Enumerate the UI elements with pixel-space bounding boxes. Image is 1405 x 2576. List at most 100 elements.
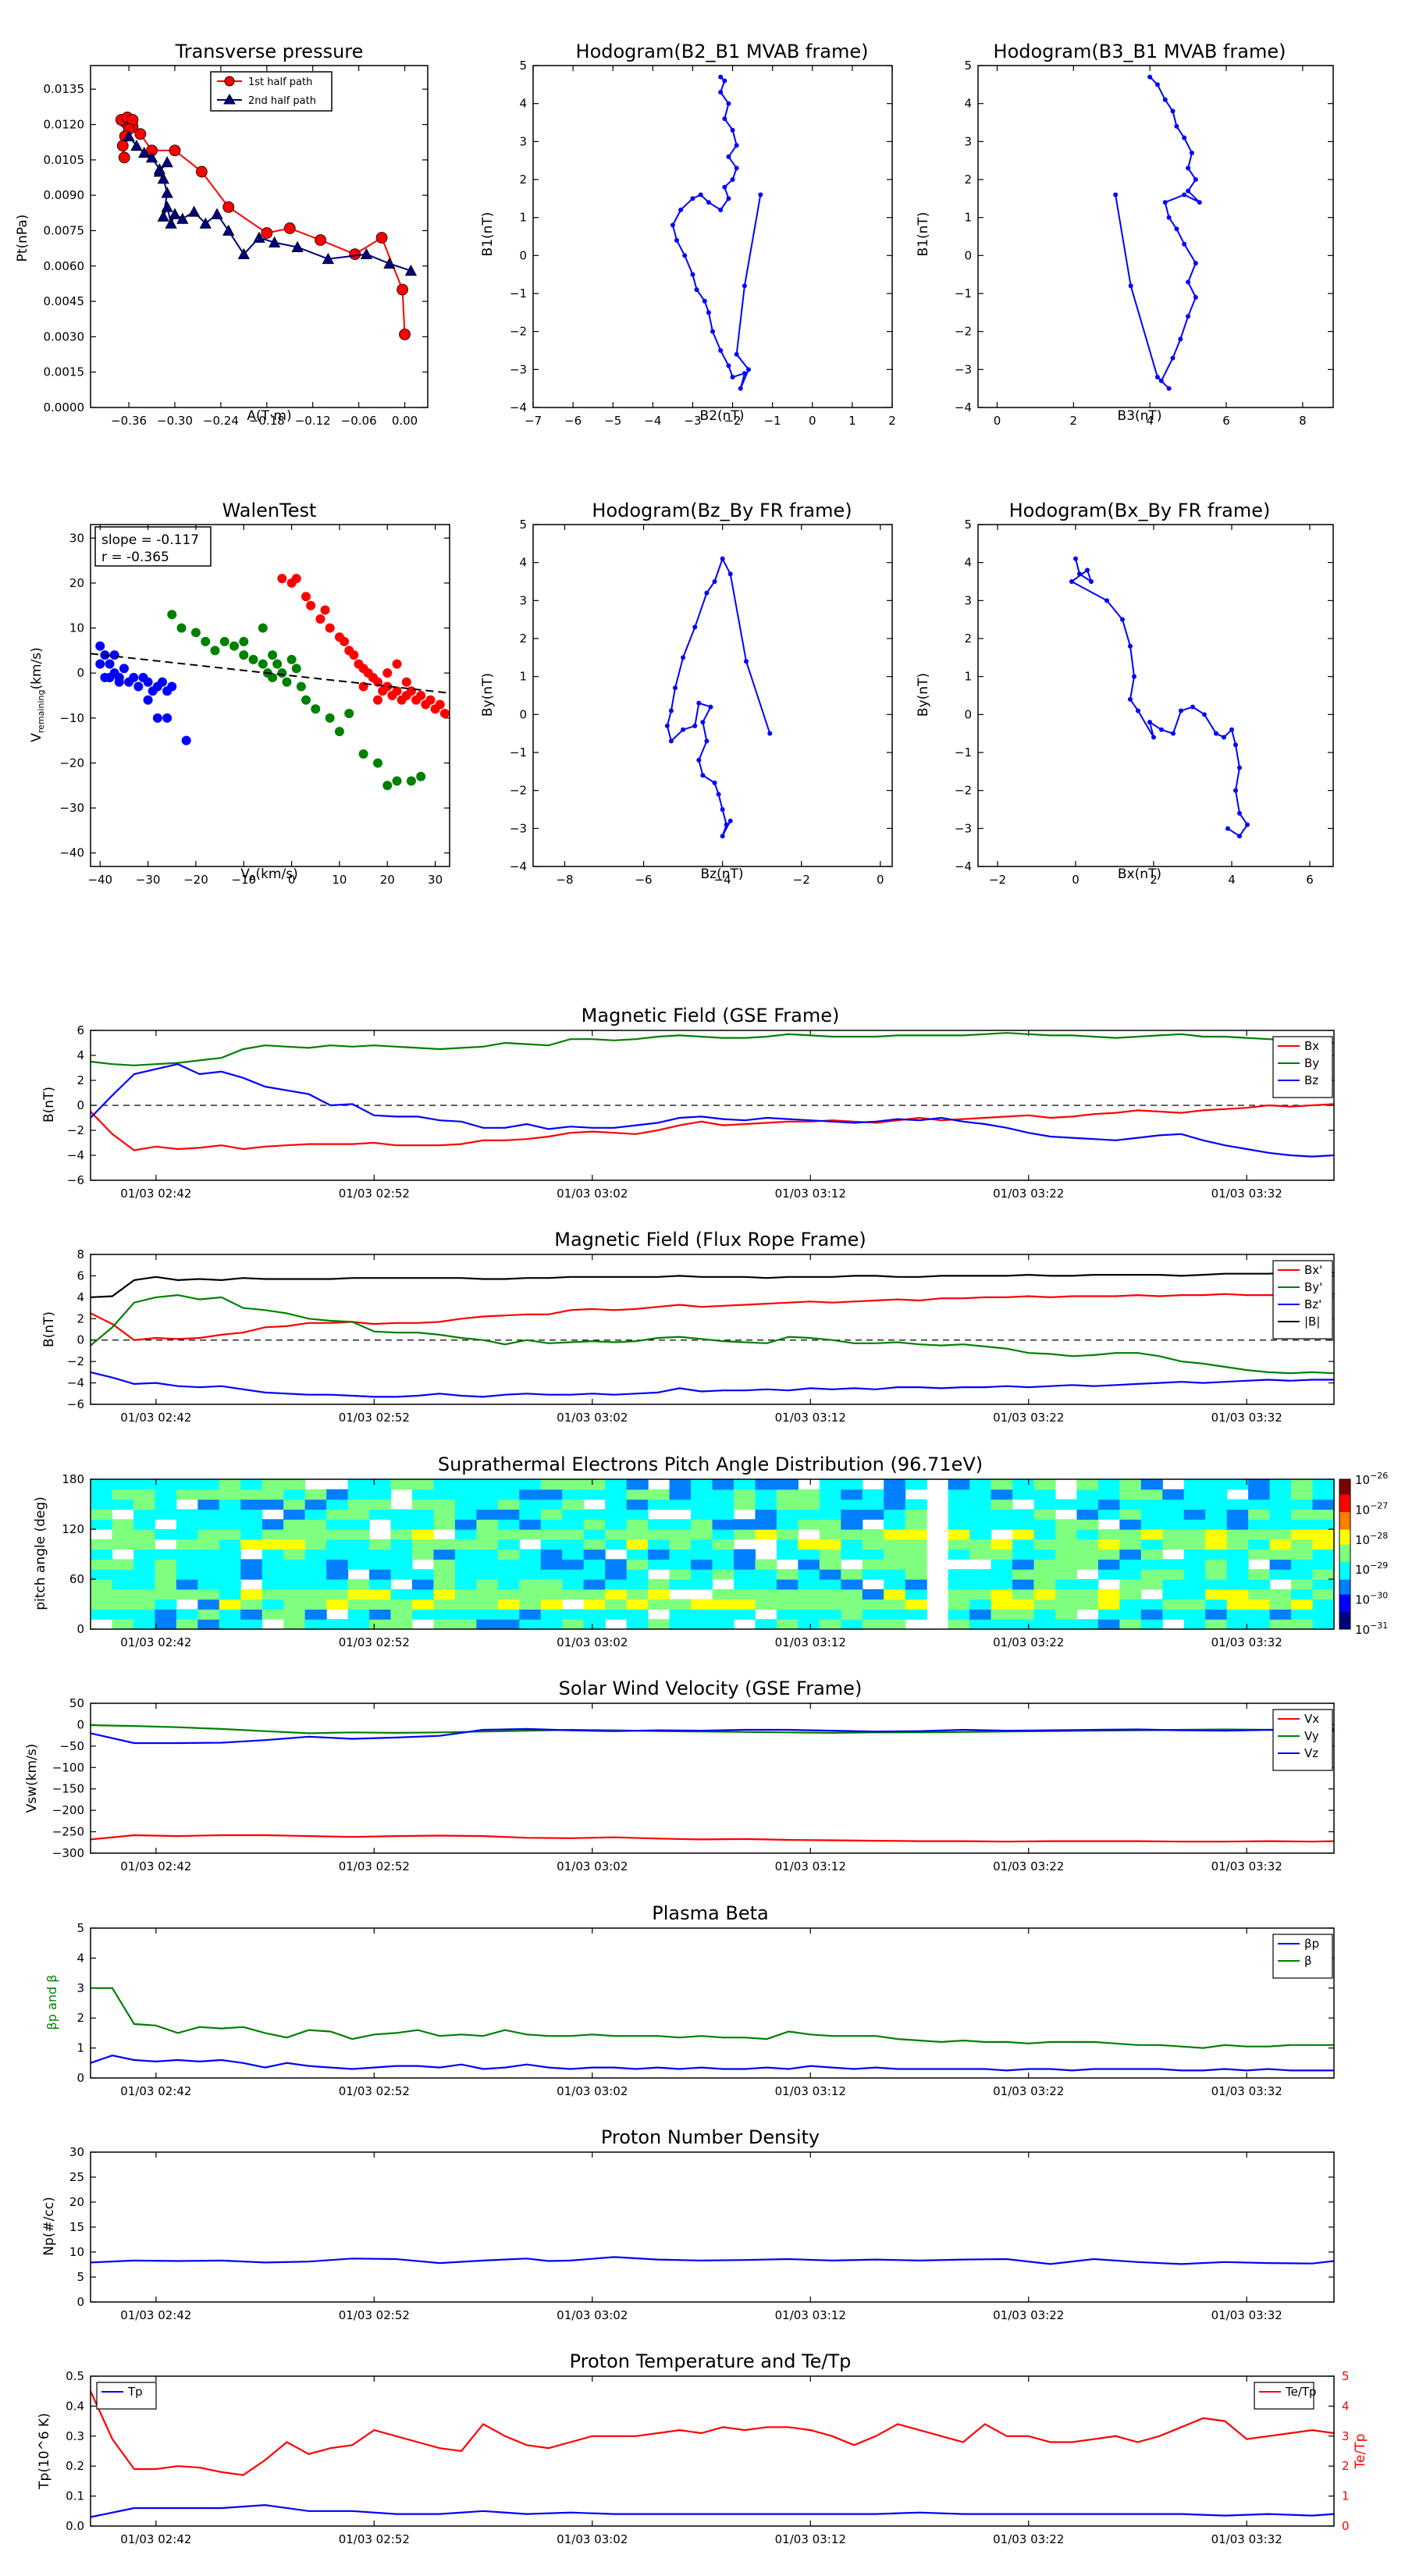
pad-cell [91,1489,113,1500]
pad-cell [1205,1489,1228,1500]
pad-cell [112,1529,134,1540]
pad-cell [648,1579,670,1590]
pad-cell [755,1569,777,1580]
h1-ytick-label: 1 [519,211,527,225]
pad-cell [1312,1539,1335,1550]
pad-cell [197,1589,220,1600]
beta-xtick-label: 01/03 02:52 [339,2084,410,2098]
pad-cell [691,1519,713,1530]
h4-point [1085,568,1090,573]
pad-colorbar-segment [1339,1489,1350,1493]
h4-ytick-label: −1 [955,745,972,760]
pad-cell [884,1609,906,1620]
pad-cell [326,1529,349,1540]
h2-point [1186,314,1191,319]
h2-point [1154,82,1160,87]
pad-colorbar-segment [1339,1486,1350,1490]
pad-cell [712,1499,735,1510]
pad-cell [155,1599,177,1610]
pad-cell [1248,1599,1271,1610]
pad-cell [1055,1569,1078,1580]
h4-point [1222,735,1226,740]
tp-point [291,240,304,252]
pad-cell [304,1569,327,1580]
np-xtick-label: 01/03 02:42 [120,2308,191,2322]
pad-cell [733,1599,756,1610]
beta-series-line-- [91,1987,1334,2049]
tp-ytick-label: 0.0120 [44,118,85,132]
pad-cell [969,1619,992,1630]
pad-cell [626,1499,649,1510]
walen-xtick-label: 30 [428,873,443,887]
pad-cell [369,1499,392,1510]
pad-cell [1097,1619,1120,1630]
proton-temperature-plot: Proton Temperature and Te/Tp Tp(10^6 K) … [37,2350,1368,2546]
pad-cell [884,1519,906,1530]
pad-cell [540,1529,563,1540]
pad-cell [648,1529,670,1540]
h2-point [1170,109,1176,114]
pad-colorbar-segment [1339,1599,1350,1603]
pad-cell [1140,1499,1163,1510]
pad-cell [691,1509,713,1520]
pad-cell [1033,1559,1056,1570]
temp-ytick-label: 0.2 [66,2459,84,2473]
pad-cell [583,1569,606,1580]
pad-cell [1097,1539,1120,1550]
pad-cell [347,1539,370,1550]
pad-xtick-label: 01/03 03:02 [557,1635,628,1649]
vsw-series-line-Vz [90,1727,1335,1745]
pad-cell [433,1609,456,1620]
pad-cell [755,1519,777,1530]
pad-colorbar-segment [1339,1584,1350,1588]
pad-cell [1140,1519,1163,1530]
pad-cell [1291,1599,1314,1610]
pad-cell [733,1489,756,1500]
h4-ytick-label: 0 [964,707,972,721]
vsw-ytick-label: −300 [52,1846,84,1860]
pad-colorbar-segment [1339,1499,1350,1503]
np-xtick-label: 01/03 03:12 [775,2308,846,2322]
h1-ytick-label: 0 [519,248,527,262]
pad-cell [1033,1489,1056,1500]
pad-cell [369,1509,392,1520]
pad-cell [691,1609,713,1620]
tp-point [153,163,166,175]
pad-cell [605,1519,628,1530]
h4-point [1233,788,1238,793]
pad-cell [1012,1579,1035,1590]
walen-point [162,713,173,723]
pad-cell [283,1579,306,1590]
pad-cell [1076,1529,1099,1540]
bgse-legend-label: Bz [1304,1073,1318,1087]
h3-point [743,659,749,664]
pad-colorbar-segment [1339,1542,1350,1545]
h1-point [746,367,751,372]
pad-cell [112,1479,134,1490]
pad-cell [1097,1529,1120,1540]
pad-cell [155,1499,177,1510]
h3-point [720,807,725,812]
pad-cell [1140,1609,1163,1620]
transverse-pressure-ylabel: Pt(nPa) [15,215,30,262]
h1-point [718,90,724,95]
h3-point [700,720,706,725]
pad-cell [112,1559,134,1570]
tp-point [161,156,173,168]
h1-point [718,74,724,80]
pad-cell [755,1479,777,1490]
pad-cell [712,1519,735,1530]
pad-cell [583,1599,606,1610]
pad-cell [304,1599,327,1610]
h2-axes-frame [977,65,1334,408]
pad-cell [411,1539,435,1550]
h2-ytick-label: 1 [964,211,972,225]
pad-cell [1097,1489,1120,1500]
pad-cell [369,1569,392,1580]
h3-xtick-label: 0 [877,873,884,887]
pad-cell [1248,1619,1271,1630]
pad-cell [1291,1519,1314,1530]
pad-cell [219,1599,241,1610]
pad-cell [411,1609,435,1620]
